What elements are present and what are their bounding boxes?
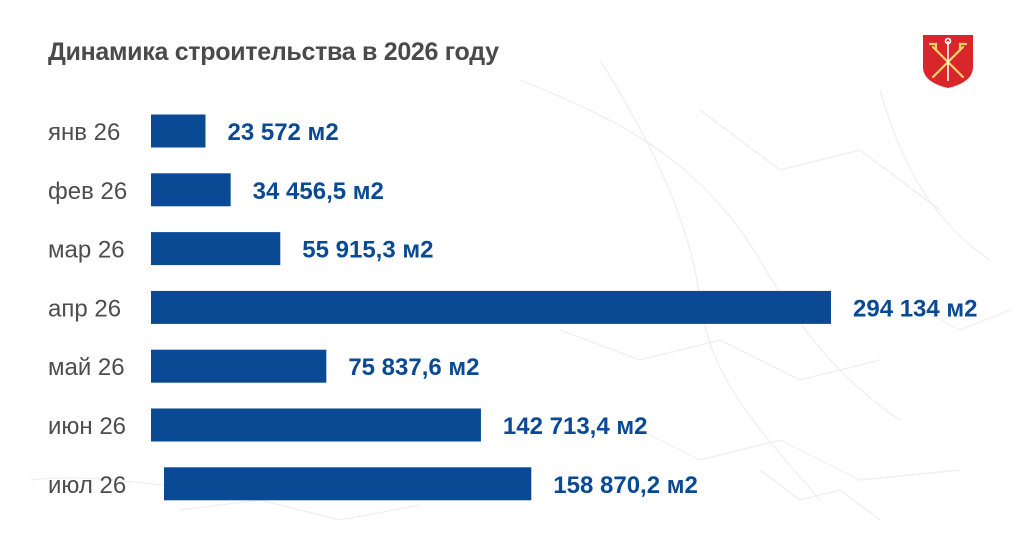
value-label: 55 915,3 м2 <box>302 237 433 264</box>
category-label: апр 26 <box>48 295 121 322</box>
category-label: янв 26 <box>48 119 120 146</box>
category-label: май 26 <box>48 354 125 381</box>
chart-title: Динамика строительства в 2026 году <box>48 38 499 66</box>
category-label: июл 26 <box>48 472 126 499</box>
coat-of-arms-icon <box>923 35 973 88</box>
category-label: июн 26 <box>48 413 126 440</box>
value-label: 158 870,2 м2 <box>553 472 698 499</box>
value-label: 34 456,5 м2 <box>253 178 384 205</box>
category-label: фев 26 <box>48 178 127 205</box>
bar <box>151 349 327 383</box>
bar <box>151 408 481 442</box>
bar <box>164 467 532 501</box>
bar <box>151 232 281 266</box>
value-label: 142 713,4 м2 <box>503 413 648 440</box>
value-label: 294 134 м2 <box>853 295 978 322</box>
bar <box>151 114 206 148</box>
value-label: 23 572 м2 <box>227 119 338 146</box>
bar <box>151 173 231 207</box>
bar <box>151 290 831 324</box>
value-label: 75 837,6 м2 <box>348 354 479 381</box>
category-label: мар 26 <box>48 237 125 264</box>
